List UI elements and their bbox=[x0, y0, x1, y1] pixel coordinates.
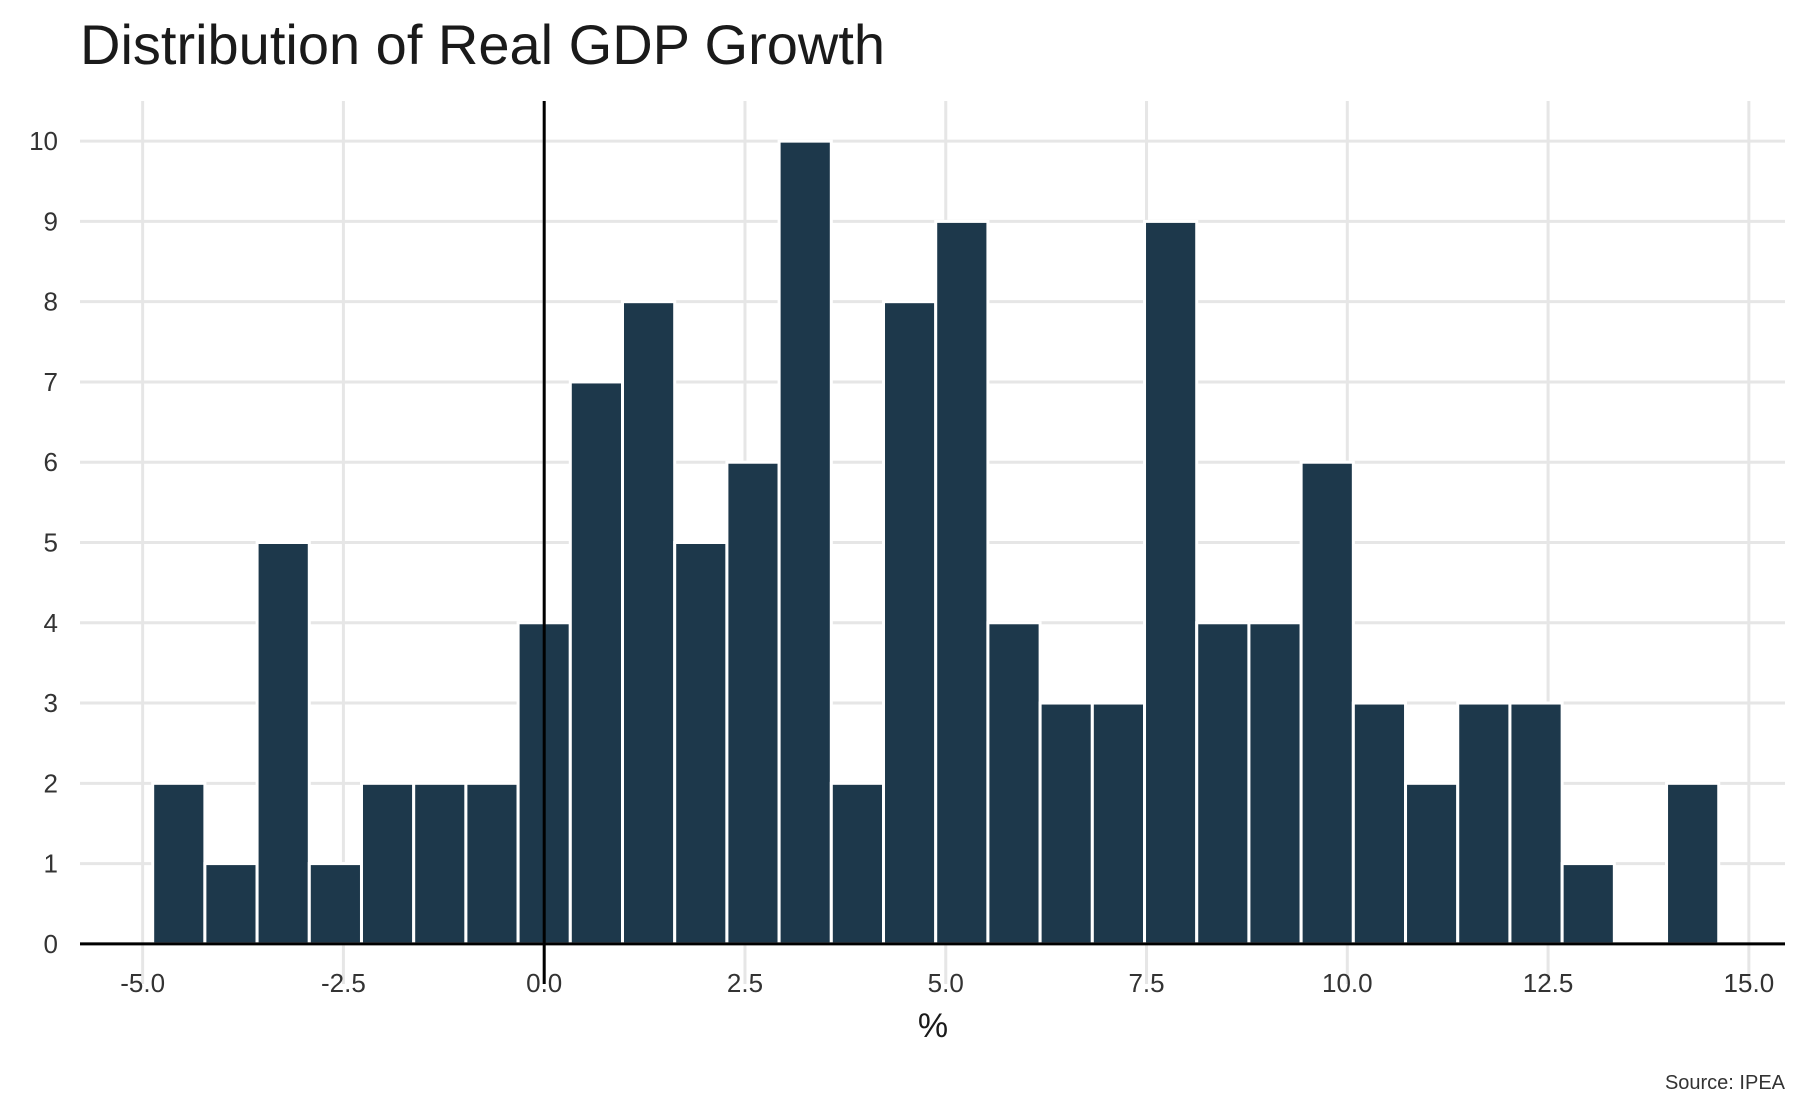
x-tick-label: 2.5 bbox=[727, 968, 763, 998]
histogram-bar bbox=[882, 300, 938, 946]
histogram-bar bbox=[777, 139, 833, 946]
y-tick-label: 2 bbox=[44, 768, 58, 798]
histogram-bar bbox=[412, 781, 468, 946]
histogram-bar bbox=[1299, 460, 1355, 946]
y-tick-label: 7 bbox=[44, 367, 58, 397]
histogram-bar bbox=[359, 781, 416, 946]
y-tick-label: 10 bbox=[29, 126, 58, 156]
x-axis-ticks: -5.0 -2.5 0.0 2.5 5.0 7.5 10.0 12.5 15.0 bbox=[120, 968, 1774, 998]
histogram-bar bbox=[1665, 781, 1721, 946]
x-tick-label: 12.5 bbox=[1523, 968, 1574, 998]
x-tick-label: 15.0 bbox=[1724, 968, 1775, 998]
reference-lines bbox=[80, 101, 1785, 984]
histogram-bar bbox=[673, 541, 729, 946]
histogram-bar bbox=[1090, 701, 1147, 946]
histogram-bar bbox=[934, 219, 990, 946]
histogram-bar bbox=[1508, 701, 1564, 946]
histogram-bar bbox=[1351, 701, 1408, 946]
histogram-bar bbox=[464, 781, 520, 946]
x-tick-label: -2.5 bbox=[321, 968, 366, 998]
histogram-bar bbox=[725, 460, 781, 946]
chart-title: Distribution of Real GDP Growth bbox=[80, 13, 885, 76]
histogram-bar bbox=[621, 300, 677, 946]
histogram-bar bbox=[829, 781, 886, 946]
y-axis-ticks: 0 1 2 3 4 5 6 7 8 9 10 bbox=[29, 126, 58, 959]
y-tick-label: 4 bbox=[44, 608, 58, 638]
histogram-bar bbox=[1038, 701, 1094, 946]
y-tick-label: 6 bbox=[44, 447, 58, 477]
histogram-bar bbox=[307, 862, 363, 946]
x-tick-label: 7.5 bbox=[1128, 968, 1164, 998]
y-tick-label: 0 bbox=[44, 929, 58, 959]
histogram-bar bbox=[986, 621, 1042, 946]
x-tick-label: 10.0 bbox=[1322, 968, 1373, 998]
histogram-bar bbox=[1456, 701, 1512, 946]
histogram-bar bbox=[203, 862, 259, 946]
x-tick-label: -5.0 bbox=[120, 968, 165, 998]
y-tick-label: 9 bbox=[44, 206, 58, 236]
histogram-bar bbox=[151, 781, 207, 946]
y-tick-label: 3 bbox=[44, 688, 58, 718]
histogram-bar bbox=[1143, 219, 1199, 946]
y-tick-label: 1 bbox=[44, 849, 58, 879]
histogram-bar bbox=[1195, 621, 1251, 946]
histogram-bar bbox=[568, 380, 624, 946]
y-tick-label: 5 bbox=[44, 528, 58, 558]
x-tick-label: 0.0 bbox=[526, 968, 562, 998]
histogram-bars bbox=[151, 139, 1721, 946]
x-axis-label: % bbox=[918, 1007, 948, 1045]
histogram-bar bbox=[1247, 621, 1303, 946]
x-tick-label: 5.0 bbox=[928, 968, 964, 998]
source-caption: Source: IPEA bbox=[1665, 1072, 1786, 1094]
y-tick-label: 8 bbox=[44, 287, 58, 317]
histogram-bar bbox=[255, 541, 311, 946]
histogram-bar bbox=[1404, 781, 1460, 946]
histogram-bar bbox=[1560, 862, 1616, 946]
